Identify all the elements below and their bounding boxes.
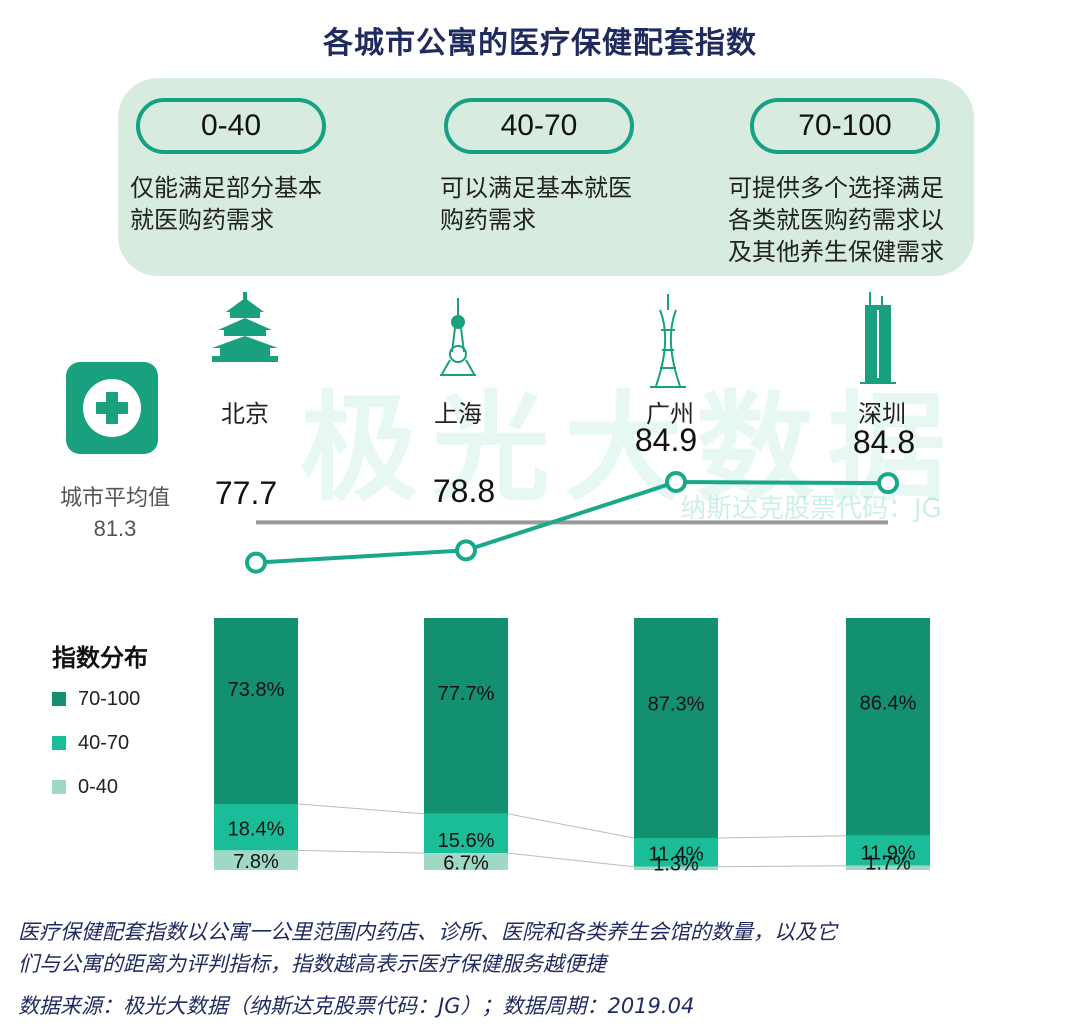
watermark-sub-text: 纳斯达克股票代码：JG [680, 494, 942, 524]
city-label-guangzhou: 广州 [646, 400, 694, 428]
bar-value-label: 1.3% [653, 854, 699, 876]
range-desc-line: 可以满足基本就医 [440, 174, 632, 202]
bar-segment [634, 866, 718, 870]
landmark-icons [212, 292, 896, 388]
index-series-line [255, 479, 889, 565]
bar-value-label: 15.6% [438, 830, 495, 852]
legend-item-0-40: 0-40 [52, 776, 118, 799]
range-desc-line: 购药需求 [440, 206, 536, 234]
page-title: 各城市公寓的医疗保健配套指数 [323, 26, 757, 61]
average-value: 81.3 [93, 516, 137, 541]
segment-connector-line [717, 835, 847, 839]
bar-value-label: 11.4% [648, 844, 703, 866]
bar-value-label: 7.8% [233, 851, 279, 873]
range-desc-line: 及其他养生保健需求 [728, 238, 944, 266]
bar-segment [846, 865, 930, 870]
line-point [245, 551, 267, 574]
range-pill-40-70: 40-70 [444, 98, 634, 154]
bar-value-label: 86.4% [860, 692, 917, 714]
bar-segment [846, 835, 930, 866]
bar-segment [214, 618, 298, 804]
line-point [455, 539, 477, 562]
bar-value-label: 87.3% [648, 693, 705, 715]
temple-of-heaven-icon [212, 292, 278, 362]
city-label-shenzhen: 深圳 [858, 400, 906, 428]
range-desc-line: 就医购药需求 [130, 206, 274, 234]
distribution-bar-chart: 73.8%18.4%7.8%77.7%15.6%6.7%87.3%11.4%1.… [214, 618, 930, 876]
value-label-guangzhou: 84.9 [634, 422, 698, 458]
average-label: 城市平均值 [59, 486, 170, 511]
range-desc-70-100: 可提供多个选择满足 各类就医购药需求以 及其他养生保健需求 [728, 172, 944, 268]
range-legend-panel: 0-40 仅能满足部分基本 就医购药需求 40-70 可以满足基本就医 购药需求… [118, 78, 974, 276]
bar-segment [214, 803, 298, 851]
segment-connector-line [297, 803, 425, 815]
bar-segment [214, 850, 298, 870]
legend-label: 70-100 [78, 688, 141, 710]
segment-connector-line [297, 849, 425, 854]
value-label-shenzhen: 84.8 [852, 424, 916, 460]
bar-value-label: 77.7% [438, 683, 495, 705]
segment-connector-line [717, 865, 847, 868]
bar-value-label: 11.9% [860, 843, 915, 865]
range-pill-70-100: 70-100 [750, 98, 940, 154]
segment-connector-line [507, 813, 635, 839]
line-point [665, 471, 687, 493]
bar-value-label: 73.8% [228, 679, 285, 701]
city-label-shanghai: 上海 [434, 400, 482, 428]
value-label-shanghai: 78.8 [432, 473, 496, 509]
value-label-beijing: 77.7 [214, 475, 278, 511]
bar-segment [424, 813, 508, 854]
footnote-line: 医疗保健配套指数以公寓一公里范围内药店、诊所、医院和各类养生会馆的数量，以及它 [18, 920, 837, 944]
bar-segment [424, 618, 508, 814]
legend-item-70-100: 70-100 [52, 688, 140, 711]
bar-value-label: 6.7% [443, 853, 489, 875]
bar-segment [424, 853, 508, 870]
legend-swatch-0-40 [52, 780, 66, 794]
bar-segment [634, 837, 718, 867]
bar-segment [846, 618, 930, 836]
segment-connector-line [507, 852, 635, 868]
skyscraper-icon [860, 292, 896, 384]
legend-swatch-70-100 [52, 692, 66, 706]
legend-item-40-70: 40-70 [52, 732, 129, 755]
range-desc-line: 各类就医购药需求以 [728, 206, 944, 234]
range-desc-40-70: 可以满足基本就医 购药需求 [440, 172, 632, 236]
bar-segment [634, 618, 718, 838]
bar-value-label: 18.4% [228, 818, 285, 840]
distribution-legend-title: 指数分布 [52, 644, 148, 672]
legend-label: 0-40 [78, 776, 119, 798]
range-desc-line: 仅能满足部分基本 [130, 174, 322, 202]
legend-label: 40-70 [78, 732, 130, 754]
footnote: 医疗保健配套指数以公寓一公里范围内药店、诊所、医院和各类养生会馆的数量，以及它 … [18, 916, 1068, 980]
line-point [877, 472, 899, 495]
bar-value-label: 1.7% [865, 853, 911, 875]
average-legend: 城市平均值 81.3 [40, 484, 190, 544]
index-line-chart [245, 471, 899, 574]
medical-cross-icon [66, 362, 158, 454]
watermark-logo-text: 极光大数据 [300, 379, 961, 517]
range-desc-line: 可提供多个选择满足 [728, 174, 944, 202]
legend-swatch-40-70 [52, 736, 66, 750]
city-label-beijing: 北京 [221, 400, 269, 428]
footnote-line: 们与公寓的距离为评判指标，指数越高表示医疗保健服务越便捷 [18, 952, 606, 976]
range-pill-0-40: 0-40 [136, 98, 326, 154]
canton-tower-icon [650, 294, 686, 388]
range-desc-0-40: 仅能满足部分基本 就医购药需求 [130, 172, 322, 236]
data-source: 数据来源：极光大数据（纳斯达克股票代码：JG）；数据周期：2019.04 [18, 994, 695, 1018]
oriental-pearl-tower-icon [440, 298, 476, 376]
